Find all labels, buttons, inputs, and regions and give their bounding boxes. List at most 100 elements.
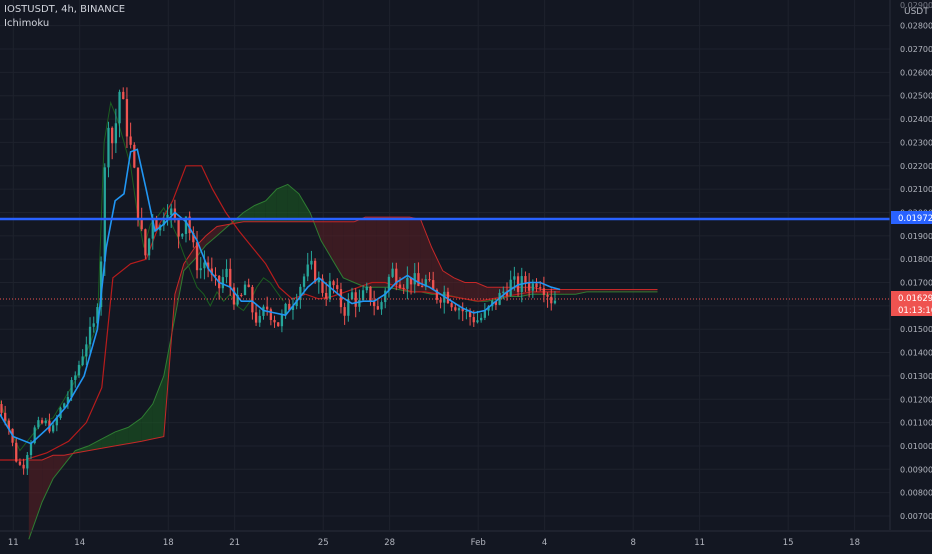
candle-body [299,286,302,301]
time-scale[interactable]: 11 14 18 21 25 28 Feb 4 8 11 15 18 [8,538,860,548]
candle-body [15,442,18,462]
candle-body [402,287,405,289]
candles [0,87,561,476]
lagging-span [0,100,284,452]
last-price-label-bg [891,291,932,316]
time-tick-label: 8 [630,538,635,548]
candle-body [358,300,361,307]
cloud-segment [205,226,217,246]
candle-body [258,315,261,323]
symbol-title[interactable]: IOSTUSDT, 4h, BINANCE [4,4,126,15]
candle-body [122,91,125,100]
candle-body [472,317,475,323]
candle-body [29,443,33,456]
candle-body [539,287,542,289]
candle-body [413,273,416,285]
candle-body [361,290,365,301]
candle-body [199,268,202,271]
candle-body [51,425,55,432]
candle-body [225,268,228,278]
candle-body [432,280,435,290]
alert-price-label-bg [891,211,932,224]
candle-body [480,317,483,321]
cloud-segment [354,217,366,288]
candle-body [406,277,409,289]
candle-body [387,276,391,291]
candle-body [77,364,81,376]
cloud-segment [298,193,310,222]
candle-body [247,284,250,288]
time-tick-label: 11 [8,538,19,548]
candle-body [336,285,339,290]
candle-body [44,420,47,424]
candle-body [111,127,114,144]
candle-body [99,261,103,308]
candle-body [151,218,154,239]
candle-body [63,403,66,408]
candle-body [206,262,210,269]
candle-body [166,214,169,220]
candle-body [81,356,84,365]
candle-body [66,397,70,404]
candle-body [553,300,557,304]
alert-price-label[interactable]: 0.019722 [891,211,932,224]
cloud-segment [287,184,299,222]
candle-body [229,268,232,288]
last-price-label: 0.016295 01:13:16 [891,291,932,316]
cloud-segment [276,184,288,222]
cloud-segment [420,219,432,295]
conversion-line [0,148,561,445]
candle-body [277,322,280,327]
candle-body [195,242,199,271]
cloud-segment [101,431,116,449]
candle-body [439,299,442,303]
candle-body [85,344,88,357]
time-tick-label: 25 [318,538,329,548]
candle-body [284,303,287,315]
candle-body [173,208,177,219]
candle-body [118,91,121,124]
candle-body [26,455,29,469]
candle-body [177,218,180,237]
candle-body [243,284,247,296]
candle-countdown-text: 01:13:16 [898,306,932,316]
candle-body [546,294,549,297]
candle-body [295,300,298,307]
cloud-segment [128,417,142,444]
candle-body [144,229,147,256]
candle-body [380,302,383,310]
candle-body [7,420,10,429]
candle-body [417,273,420,286]
candle-body [332,281,335,286]
candle-body [40,420,44,424]
candle-body [288,303,291,310]
candle-body [155,218,158,231]
candle-body [384,290,387,303]
candle-body [184,216,188,234]
cloud-segment [53,455,65,479]
candle-body [476,320,479,323]
price-overlays [0,217,890,300]
indicator-name[interactable]: Ichimoku [4,18,50,29]
cloud-segment [398,217,410,292]
candle-body [251,287,254,313]
candle-body [129,136,132,145]
candle-body [0,404,3,413]
candle-body [125,99,129,137]
candle-body [509,279,512,296]
candle-body [409,277,413,285]
time-tick-label: 21 [229,538,240,548]
candle-body [435,289,439,300]
